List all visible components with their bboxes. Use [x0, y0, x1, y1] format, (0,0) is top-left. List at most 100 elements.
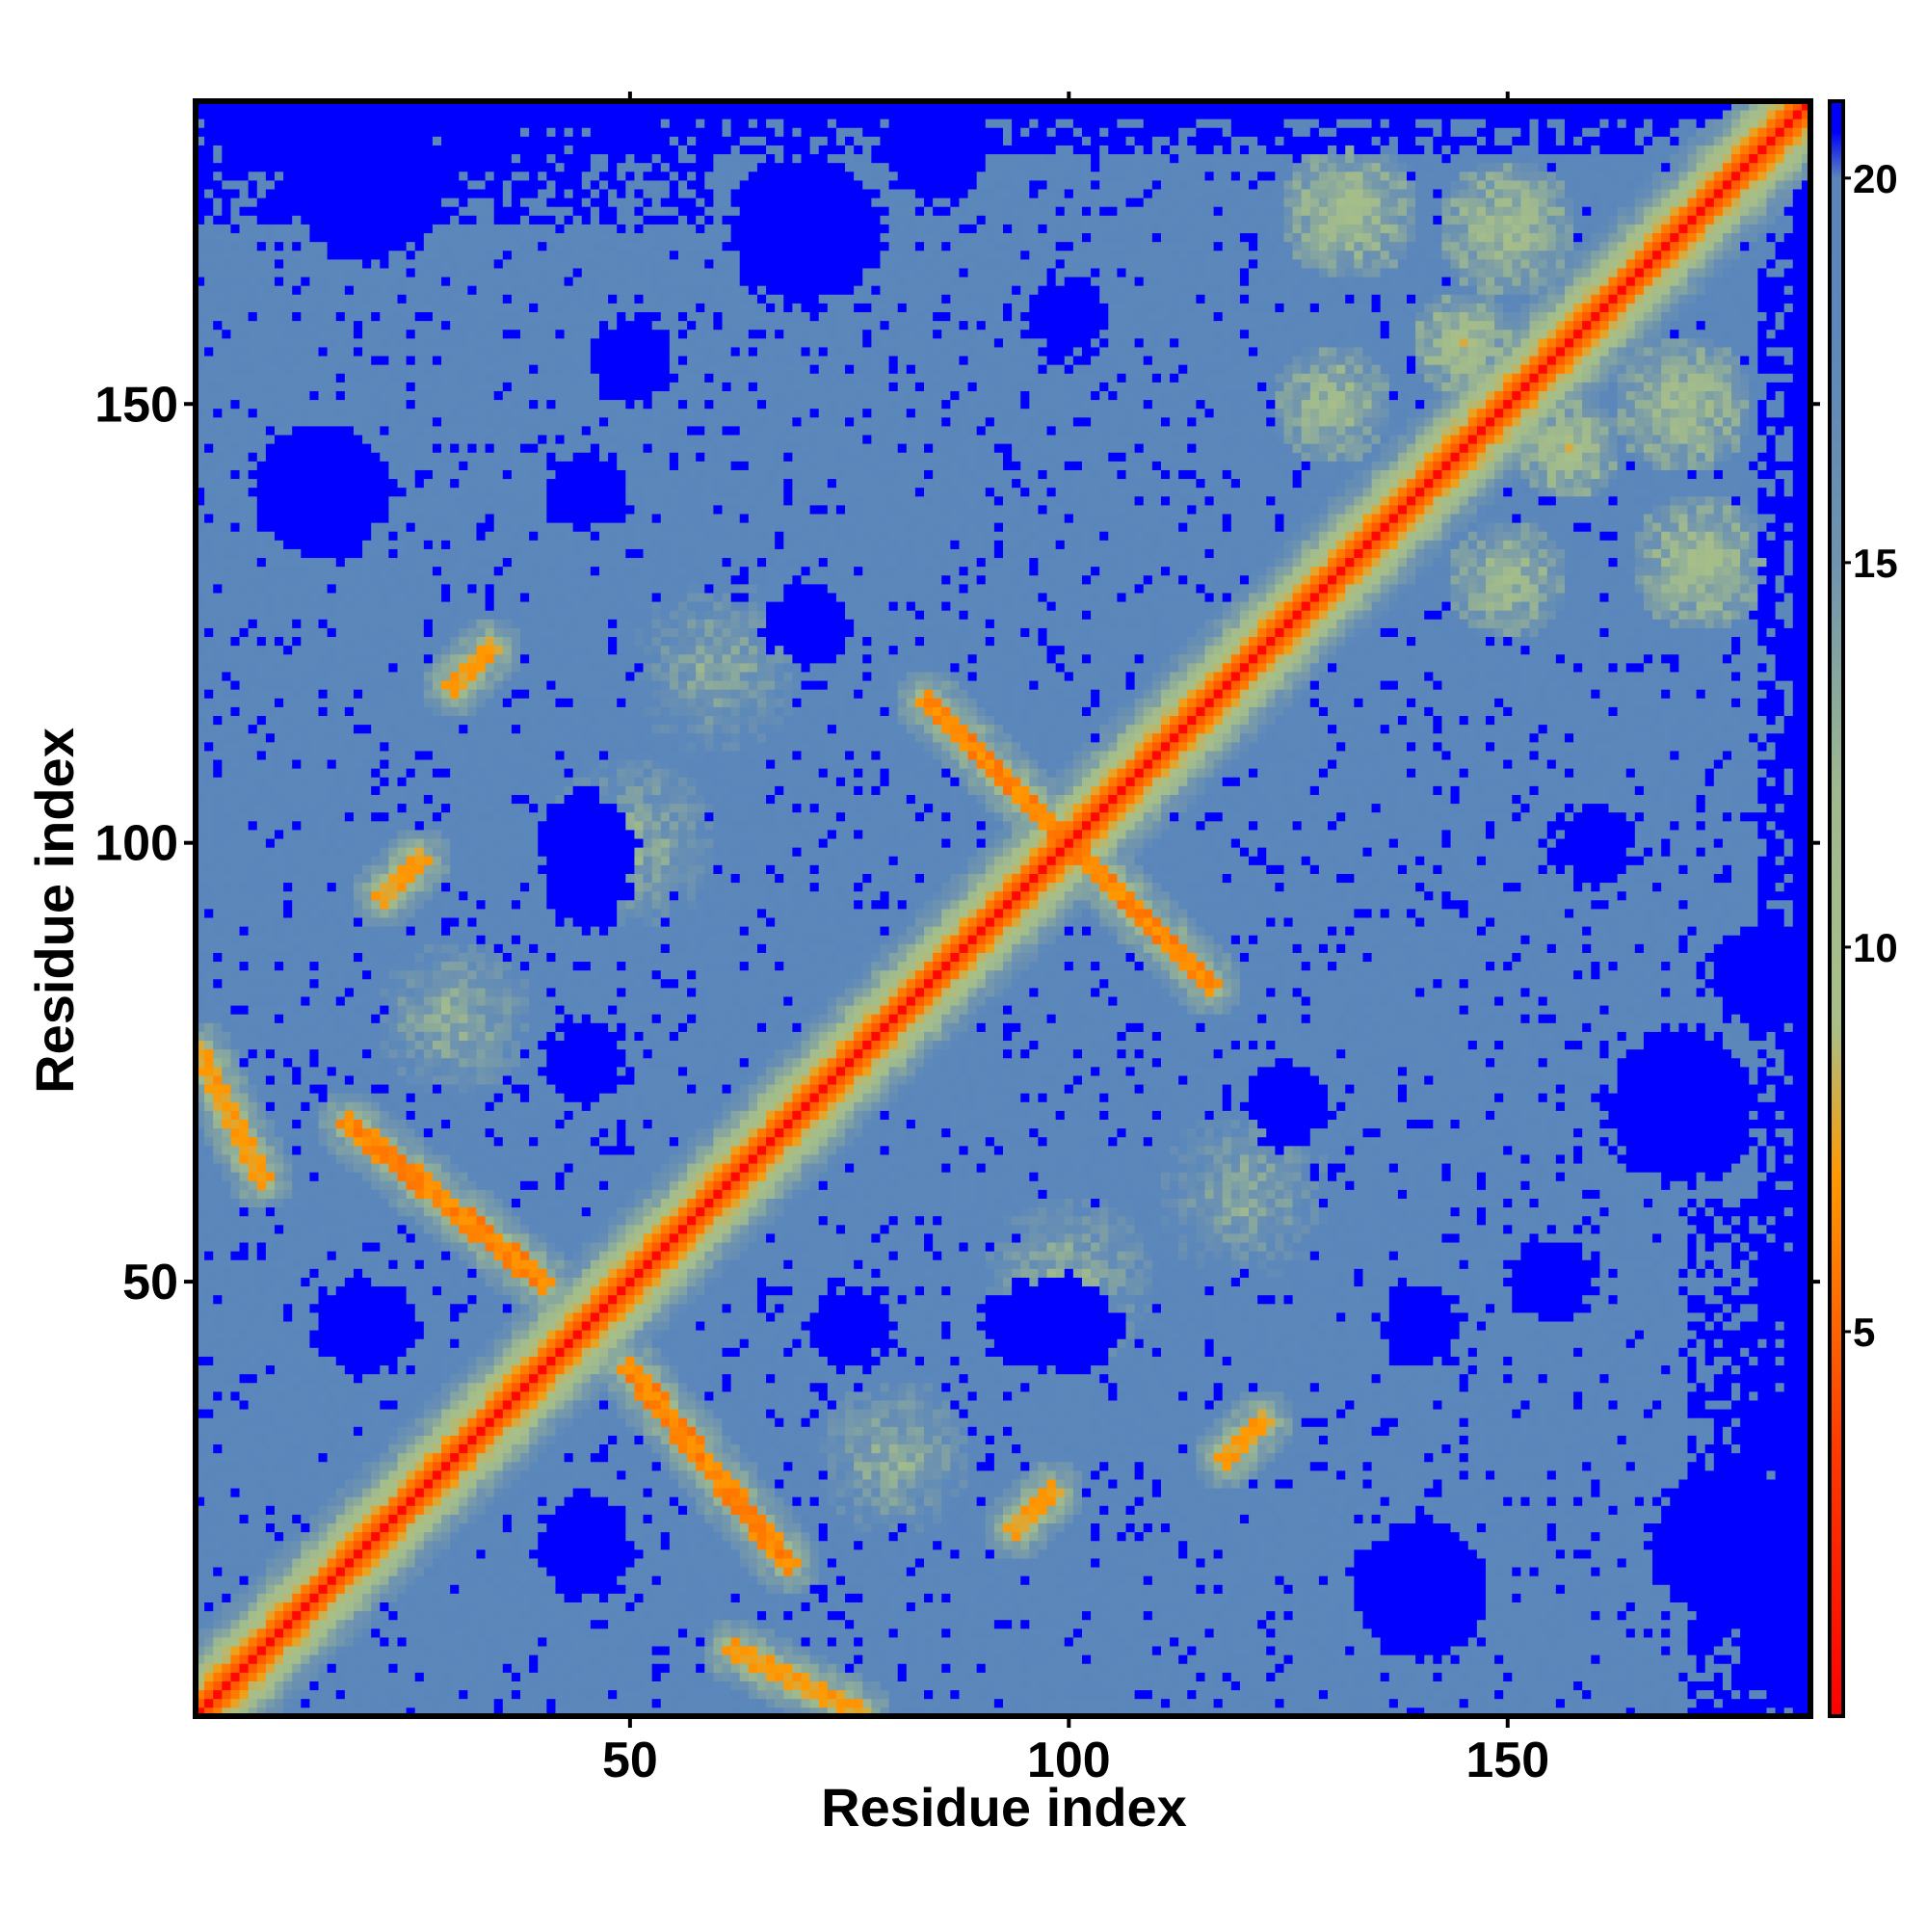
heatmap-cell: [959, 1681, 968, 1691]
heatmap-cell: [213, 110, 223, 119]
heatmap-cell: [1477, 1637, 1487, 1647]
heatmap-cell: [230, 988, 240, 997]
heatmap-cell: [257, 304, 267, 313]
heatmap-cell: [1652, 1646, 1662, 1655]
heatmap-cell: [283, 909, 293, 918]
heatmap-cell: [204, 338, 214, 348]
heatmap-cell: [731, 1690, 741, 1700]
heatmap-cell: [213, 461, 223, 470]
heatmap-cell: [240, 356, 250, 365]
heatmap-cell: [599, 1681, 609, 1691]
heatmap-cell: [345, 1654, 355, 1664]
heatmap-cell: [565, 1654, 574, 1664]
heatmap-cell: [494, 1637, 504, 1647]
heatmap-cell: [450, 1637, 460, 1647]
heatmap-cell: [266, 751, 276, 760]
heatmap-cell: [898, 1637, 908, 1647]
heatmap-cell: [1687, 1654, 1697, 1664]
heatmap-cell: [907, 1620, 916, 1629]
heatmap-cell: [1451, 1690, 1461, 1700]
heatmap-cell: [204, 1111, 214, 1121]
heatmap-cell: [1178, 1699, 1188, 1708]
heatmap-cell: [222, 215, 231, 225]
heatmap-cell: [230, 1137, 240, 1147]
heatmap-cell: [249, 304, 258, 313]
heatmap-cell: [240, 768, 250, 778]
heatmap-cell: [283, 1699, 293, 1708]
heatmap-cell: [1644, 1681, 1653, 1691]
heatmap-cell: [230, 742, 240, 752]
heatmap-cell: [749, 1637, 758, 1647]
heatmap-cell: [1205, 1663, 1215, 1673]
heatmap-cell: [266, 1426, 276, 1436]
heatmap-cell: [871, 1672, 881, 1681]
heatmap-cell: [240, 1163, 250, 1173]
heatmap-cell: [283, 1207, 293, 1217]
heatmap-cell: [1240, 1663, 1250, 1673]
heatmap-cell: [257, 1014, 267, 1023]
heatmap-cell: [1310, 1663, 1320, 1673]
heatmap-cell: [283, 1041, 293, 1050]
heatmap-cell: [1345, 1672, 1355, 1681]
heatmap-cell: [222, 233, 231, 243]
heatmap-cell: [240, 1584, 250, 1594]
heatmap-cell: [371, 1681, 381, 1691]
heatmap-cell: [240, 1154, 250, 1164]
heatmap-cell: [608, 1637, 618, 1647]
heatmap-cell: [1731, 1699, 1741, 1708]
heatmap-cell: [257, 698, 267, 707]
heatmap-cell: [222, 505, 231, 515]
heatmap-cell: [204, 759, 214, 769]
heatmap-cell: [240, 304, 250, 313]
heatmap-cell: [266, 1409, 276, 1418]
heatmap-cell: [845, 1663, 855, 1673]
heatmap-cell: [1231, 1654, 1241, 1664]
heatmap-cell: [292, 1628, 302, 1638]
heatmap-cell: [275, 540, 284, 549]
heatmap-cell: [275, 531, 284, 541]
heatmap-cell: [1108, 1628, 1118, 1638]
heatmap-cell: [275, 479, 284, 489]
heatmap-cell: [1161, 1681, 1171, 1691]
heatmap-cell: [1424, 1663, 1434, 1673]
heatmap-cell: [968, 1672, 978, 1681]
heatmap-cell: [257, 953, 267, 963]
heatmap-cell: [398, 1620, 408, 1629]
heatmap-cell: [1126, 1663, 1136, 1673]
heatmap-cell: [222, 1128, 231, 1138]
heatmap-cell: [1539, 1637, 1548, 1647]
heatmap-cell: [1012, 1654, 1021, 1664]
heatmap-cell: [283, 1225, 293, 1234]
heatmap-cell: [731, 1681, 741, 1691]
heatmap-cell: [328, 1620, 337, 1629]
heatmap-cell: [222, 1400, 231, 1410]
heatmap-cell: [204, 1575, 214, 1585]
heatmap-cell: [362, 1637, 372, 1647]
heatmap-cell: [1468, 1637, 1478, 1647]
heatmap-cell: [240, 707, 250, 717]
heatmap-cell: [213, 1470, 223, 1480]
heatmap-cell: [1705, 1681, 1715, 1691]
heatmap-cell: [222, 1321, 231, 1331]
heatmap-cell: [213, 206, 223, 216]
heatmap-cell: [819, 1628, 829, 1638]
heatmap-cell: [1609, 1663, 1619, 1673]
heatmap-cell: [336, 1654, 346, 1664]
heatmap-cell: [1433, 1663, 1442, 1673]
heatmap-cell: [1354, 1672, 1363, 1681]
heatmap-cell: [213, 1005, 223, 1015]
heatmap-cell: [266, 926, 276, 936]
heatmap-cell: [1644, 1654, 1653, 1664]
heatmap-cell: [204, 1436, 214, 1445]
heatmap-cell: [230, 225, 240, 234]
heatmap-cell: [204, 680, 214, 690]
heatmap-cell: [204, 251, 214, 260]
heatmap-cell: [1223, 1663, 1232, 1673]
heatmap-cell: [802, 1690, 811, 1700]
heatmap-cell: [213, 1189, 223, 1199]
heatmap-cell: [257, 1101, 267, 1111]
heatmap-cell: [240, 988, 250, 997]
heatmap-cell: [538, 1628, 547, 1638]
heatmap-cell: [230, 338, 240, 348]
heatmap-cell: [459, 1690, 468, 1700]
